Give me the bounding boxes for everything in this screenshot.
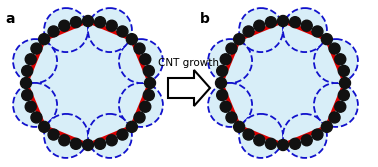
Circle shape (321, 121, 332, 132)
Circle shape (144, 77, 155, 89)
Circle shape (82, 139, 93, 150)
Polygon shape (221, 21, 345, 145)
Circle shape (234, 121, 245, 132)
Circle shape (312, 129, 323, 140)
Circle shape (117, 26, 128, 37)
Circle shape (220, 101, 231, 112)
Text: b: b (200, 12, 210, 26)
Circle shape (314, 83, 358, 127)
Circle shape (70, 138, 81, 149)
Circle shape (329, 43, 340, 54)
Circle shape (208, 83, 252, 127)
Circle shape (243, 26, 254, 37)
Circle shape (301, 135, 312, 146)
Circle shape (25, 101, 36, 112)
Circle shape (335, 54, 346, 65)
Text: a: a (5, 12, 14, 26)
Circle shape (88, 8, 132, 52)
Circle shape (94, 138, 105, 149)
Circle shape (126, 34, 137, 45)
Polygon shape (168, 70, 210, 106)
Circle shape (265, 138, 276, 149)
Circle shape (22, 90, 33, 101)
Circle shape (329, 112, 340, 123)
Circle shape (277, 139, 288, 150)
Circle shape (143, 65, 154, 76)
Circle shape (254, 135, 265, 146)
Circle shape (22, 65, 33, 76)
Circle shape (314, 39, 358, 83)
Circle shape (59, 20, 70, 31)
Circle shape (39, 34, 50, 45)
Circle shape (31, 112, 42, 123)
Text: CNT growth: CNT growth (158, 58, 220, 68)
Circle shape (25, 54, 36, 65)
Circle shape (220, 54, 231, 65)
Circle shape (290, 17, 301, 28)
Circle shape (70, 17, 81, 28)
Circle shape (13, 83, 57, 127)
Circle shape (31, 43, 42, 54)
Circle shape (226, 43, 237, 54)
Circle shape (301, 20, 312, 31)
Circle shape (39, 121, 50, 132)
Circle shape (215, 77, 226, 89)
Circle shape (88, 114, 132, 158)
Circle shape (226, 112, 237, 123)
Circle shape (335, 101, 346, 112)
Circle shape (339, 77, 350, 89)
Circle shape (44, 8, 88, 52)
Circle shape (126, 121, 137, 132)
Circle shape (134, 43, 145, 54)
Circle shape (82, 16, 93, 27)
Circle shape (239, 8, 283, 52)
Circle shape (48, 129, 59, 140)
Circle shape (48, 26, 59, 37)
Circle shape (321, 34, 332, 45)
Circle shape (239, 114, 283, 158)
Circle shape (106, 135, 117, 146)
Circle shape (217, 90, 228, 101)
Circle shape (59, 135, 70, 146)
Circle shape (290, 138, 301, 149)
Circle shape (20, 77, 31, 89)
Circle shape (208, 39, 252, 83)
Circle shape (134, 112, 145, 123)
Circle shape (143, 90, 154, 101)
Circle shape (106, 20, 117, 31)
Circle shape (94, 17, 105, 28)
Circle shape (117, 129, 128, 140)
Polygon shape (26, 21, 150, 145)
Circle shape (243, 129, 254, 140)
Circle shape (283, 8, 327, 52)
Circle shape (312, 26, 323, 37)
Circle shape (338, 90, 349, 101)
Circle shape (265, 17, 276, 28)
Circle shape (119, 39, 163, 83)
Circle shape (234, 34, 245, 45)
Circle shape (44, 114, 88, 158)
Circle shape (140, 54, 151, 65)
Circle shape (13, 39, 57, 83)
Circle shape (140, 101, 151, 112)
Circle shape (119, 83, 163, 127)
Circle shape (254, 20, 265, 31)
Circle shape (217, 65, 228, 76)
Circle shape (283, 114, 327, 158)
Circle shape (338, 65, 349, 76)
Circle shape (277, 16, 288, 27)
